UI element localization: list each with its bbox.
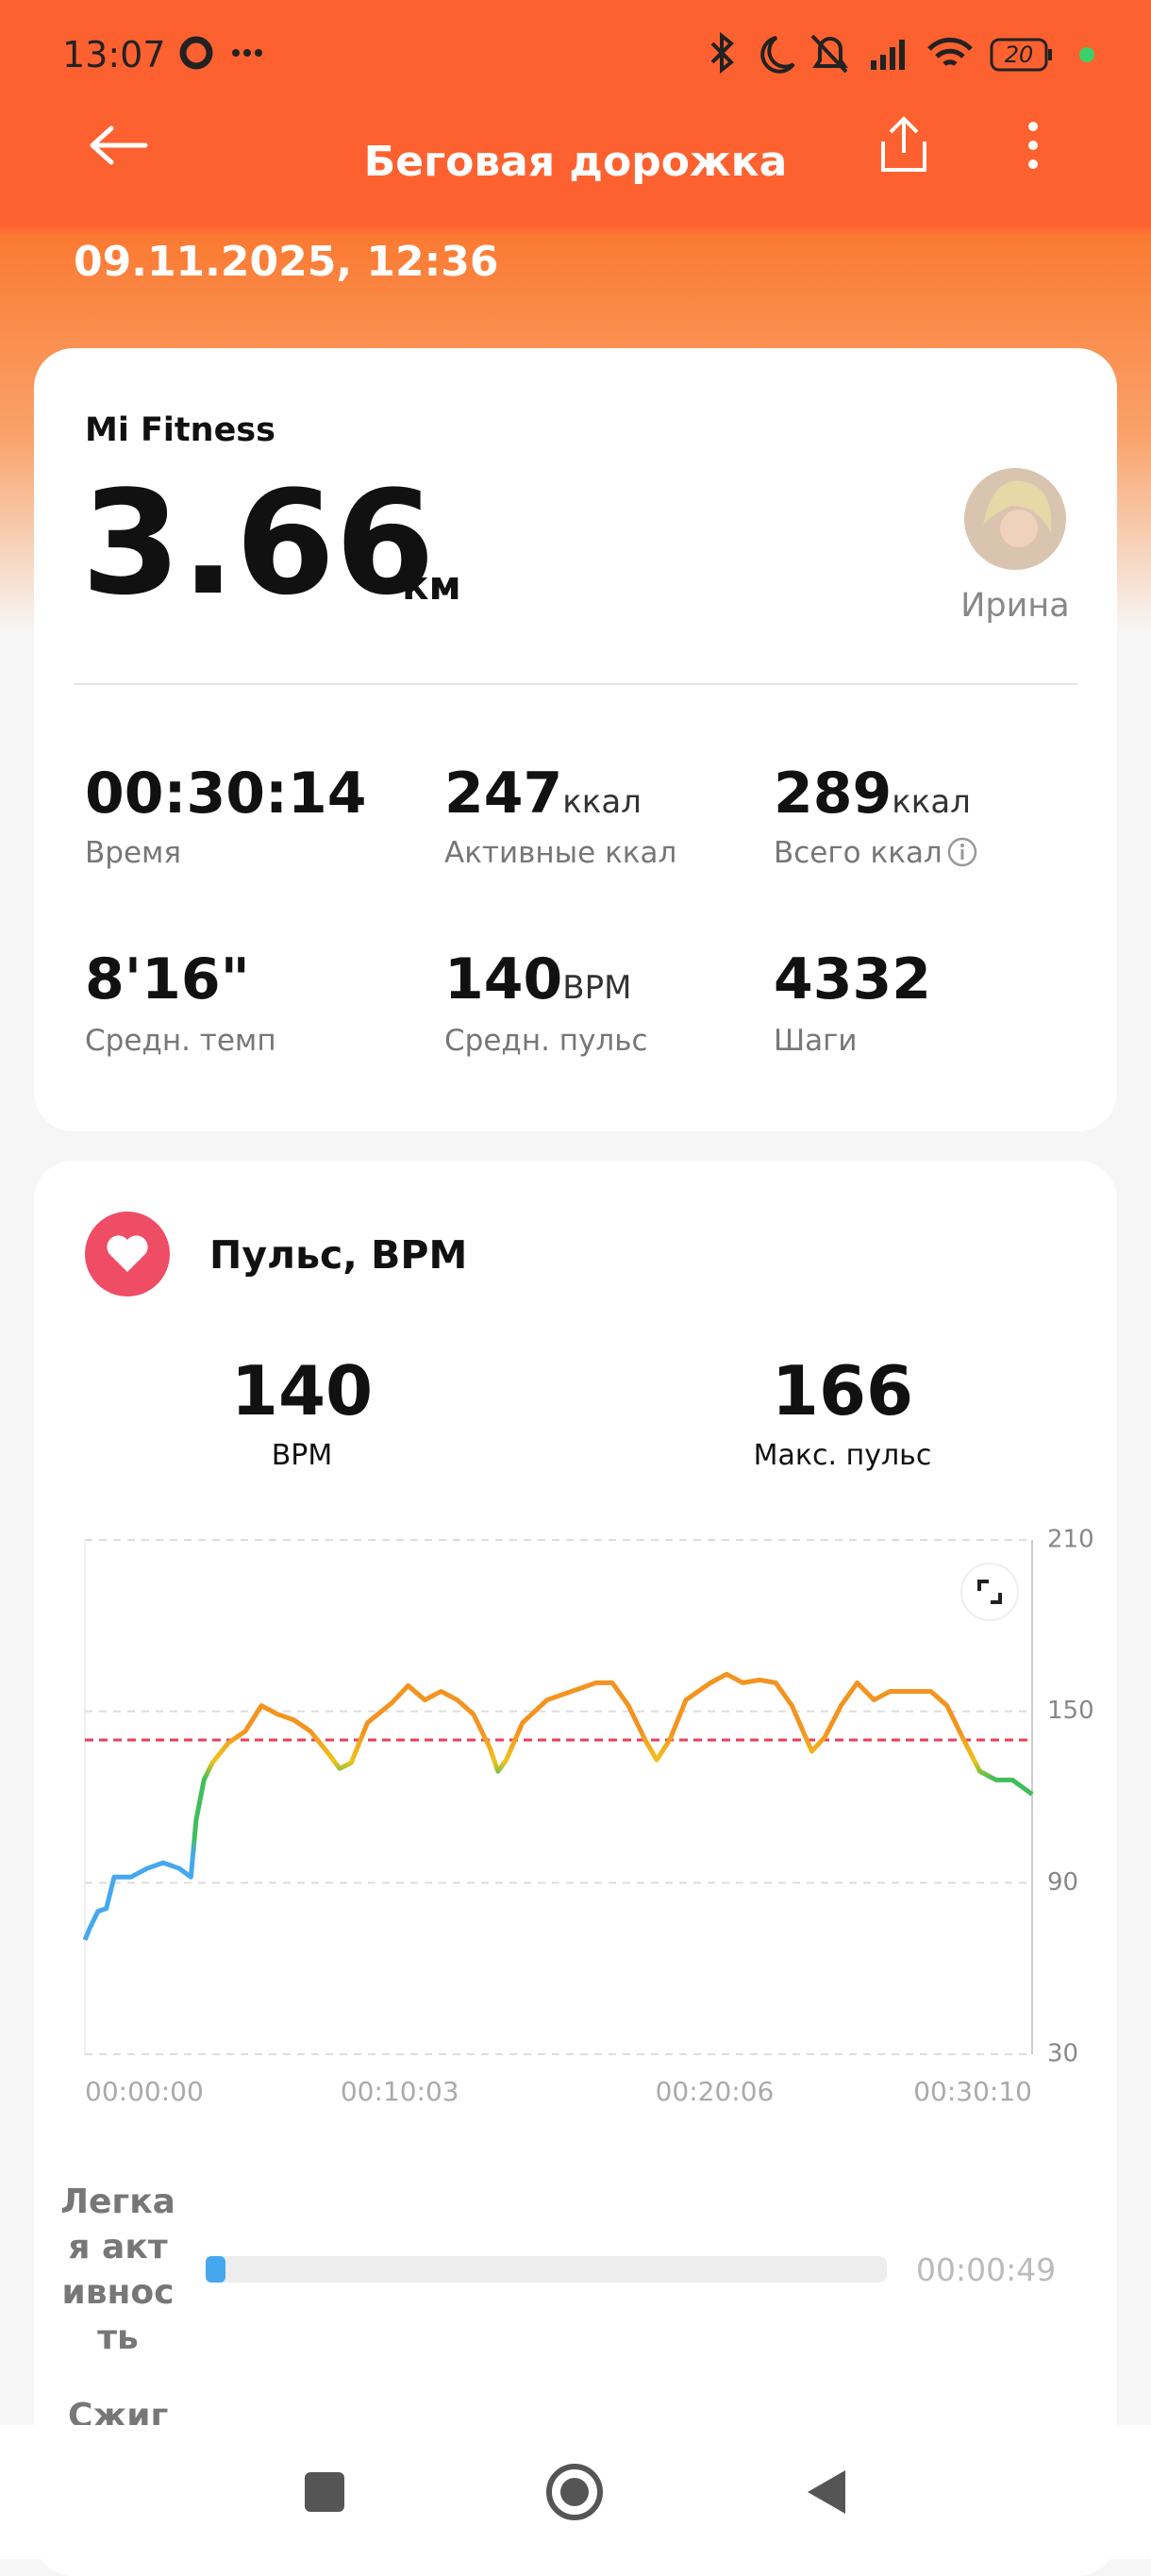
status-time: 13:07 xyxy=(62,34,166,75)
stat-value: 8'16" xyxy=(85,946,250,1012)
y-tick-label: 210 xyxy=(1047,1526,1094,1554)
avatar[interactable] xyxy=(964,468,1066,570)
back-nav-button[interactable] xyxy=(808,2470,845,2514)
stat: 00:30:14 xyxy=(85,761,366,827)
avg-heart-rate-label: BPM xyxy=(271,1439,333,1472)
divider xyxy=(74,683,1077,685)
stat-value: 4332 xyxy=(774,946,931,1012)
recents-button[interactable] xyxy=(305,2472,344,2512)
page-title: Беговая дорожка xyxy=(363,138,788,186)
stat: 4332 xyxy=(774,946,931,1012)
stat: 140BPM xyxy=(444,946,631,1012)
y-tick-label: 150 xyxy=(1047,1697,1094,1725)
stat-value: 140 xyxy=(444,946,563,1012)
stat-unit: ккал xyxy=(562,783,642,821)
heart-rate-chart: 30 90 150 210 00:00:00 00:10:03 00:20:06 00:30:… xyxy=(82,1526,1094,2107)
heart-rate-title: Пульс, BPM xyxy=(209,1232,468,1278)
share-button[interactable] xyxy=(876,115,932,176)
stat-label: Средн. пульс xyxy=(444,1024,648,1058)
stat-label: Активные ккал xyxy=(444,836,677,870)
heart-rate-line xyxy=(82,1671,1034,1941)
stat-label: Время xyxy=(85,836,182,870)
expand-button[interactable] xyxy=(960,1563,1019,1621)
source: Mi Fitness xyxy=(85,411,275,449)
user-name: Ирина xyxy=(960,587,1070,625)
navigation-bar xyxy=(0,2425,1151,2559)
x-tick-label: 00:20:06 xyxy=(656,2076,775,2107)
stat-label-text: Всего ккал xyxy=(774,836,942,870)
heart-icon xyxy=(85,1212,170,1296)
stat-unit: ккал xyxy=(892,783,971,821)
zone-duration: 00:00:49 xyxy=(916,2251,1057,2288)
zone-name: Легкая активность xyxy=(60,2183,175,2357)
stat-value: 247 xyxy=(444,761,563,827)
workout-date: 09.11.2025, 12:36 xyxy=(74,238,499,286)
stat-value: 00:30:14 xyxy=(85,761,367,827)
home-button[interactable] xyxy=(546,2464,603,2520)
stat-label: Шаги xyxy=(774,1024,858,1058)
heart-rate-card xyxy=(34,1161,1117,2576)
status-icons-right: 20 xyxy=(710,31,1094,75)
stat: 247ккал xyxy=(444,761,642,827)
y-tick-label: 90 xyxy=(1047,1868,1078,1897)
summary-card xyxy=(34,348,1117,1131)
distance: 3.66 xyxy=(81,460,436,627)
stat-label: Средн. темп xyxy=(85,1024,276,1058)
x-tick-label: 00:10:03 xyxy=(341,2076,459,2107)
stat-value: 289 xyxy=(774,761,892,827)
zone-bar-track xyxy=(206,2256,887,2283)
stat-label: Всего ккал xyxy=(774,836,978,870)
stat: 8'16" xyxy=(85,946,250,1012)
zone-bar xyxy=(206,2256,225,2283)
stat: 289ккал xyxy=(774,761,971,827)
x-tick-label: 00:00:00 xyxy=(85,2076,204,2107)
more-button[interactable] xyxy=(1019,119,1047,176)
info-icon[interactable] xyxy=(946,836,978,868)
battery-level: 20 xyxy=(1005,42,1034,68)
max-heart-rate: 166 xyxy=(771,1351,914,1430)
max-heart-rate-label: Макс. пульс xyxy=(753,1439,932,1472)
y-tick-label: 30 xyxy=(1047,2040,1078,2068)
stat-unit: BPM xyxy=(562,969,632,1007)
distance-unit: км xyxy=(402,562,461,609)
back-button[interactable] xyxy=(87,123,153,170)
x-tick-label: 00:30:10 xyxy=(913,2076,1032,2107)
status-icons-left xyxy=(179,36,262,70)
avg-heart-rate: 140 xyxy=(230,1351,374,1430)
